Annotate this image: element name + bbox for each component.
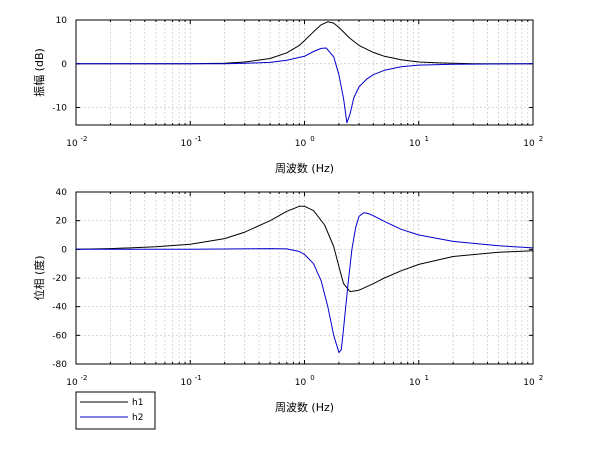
x-axis: 10 -2 10 -1 10 0 10 1 10 2 [66,192,543,388]
series-line-h1 [76,21,533,65]
x-axis-label: 周波数 (Hz) [275,162,334,175]
series-group [75,205,534,353]
x-tick-label: 10 [523,378,535,388]
y-tick-label: -40 [52,303,67,313]
x-tick-label: 10 [409,139,421,149]
y-axis-label: 振幅 (dB) [32,48,46,97]
x-axis-label: 周波数 (Hz) [275,401,334,414]
y-tick-label: -80 [52,360,67,370]
y-tick-label: 0 [61,245,67,255]
series-group [76,21,534,124]
legend-box [75,391,156,430]
y-tick-label: -20 [52,274,67,284]
x-tick-label-exponent: 2 [539,374,543,382]
y-tick-label: 10 [56,16,68,26]
y-axis-label: 位相 (度) [32,255,46,300]
y-tick-label: 20 [56,217,68,227]
x-tick-label-exponent: 1 [425,135,429,143]
x-tick-label-exponent: -2 [81,135,88,143]
x-tick-label: 10 [66,139,78,149]
x-tick-label: 10 [409,378,421,388]
legend: h1 h2 [75,391,156,430]
x-tick-label-exponent: 1 [425,374,429,382]
series-line-h2 [76,212,534,353]
y-tick-label: 40 [56,188,68,198]
x-tick-label-exponent: 0 [310,374,314,382]
series-line-h1 [75,205,534,293]
x-tick-label: 10 [181,139,193,149]
x-tick-label-exponent: -2 [81,374,88,382]
series-line-h2 [76,47,534,124]
y-tick-label: 0 [61,60,67,70]
x-tick-label-exponent: -1 [195,135,202,143]
y-tick-label: -60 [52,331,67,341]
legend-label-h2: h2 [132,413,143,423]
x-tick-label: 10 [295,139,307,149]
grid [75,19,534,125]
y-tick-label: -10 [52,104,67,114]
legend-label-h1: h1 [132,398,143,408]
x-tick-label: 10 [295,378,307,388]
x-tick-label-exponent: 0 [310,135,314,143]
x-tick-label-exponent: -1 [195,374,202,382]
x-tick-label-exponent: 2 [539,135,543,143]
y-axis: 40 20 0 -20 -40 -60 -80 [52,188,533,370]
x-tick-label: 10 [181,378,193,388]
x-tick-label: 10 [523,139,535,149]
x-axis: 10 -2 10 -1 10 0 10 1 10 2 [66,20,543,149]
x-tick-label: 10 [66,378,78,388]
